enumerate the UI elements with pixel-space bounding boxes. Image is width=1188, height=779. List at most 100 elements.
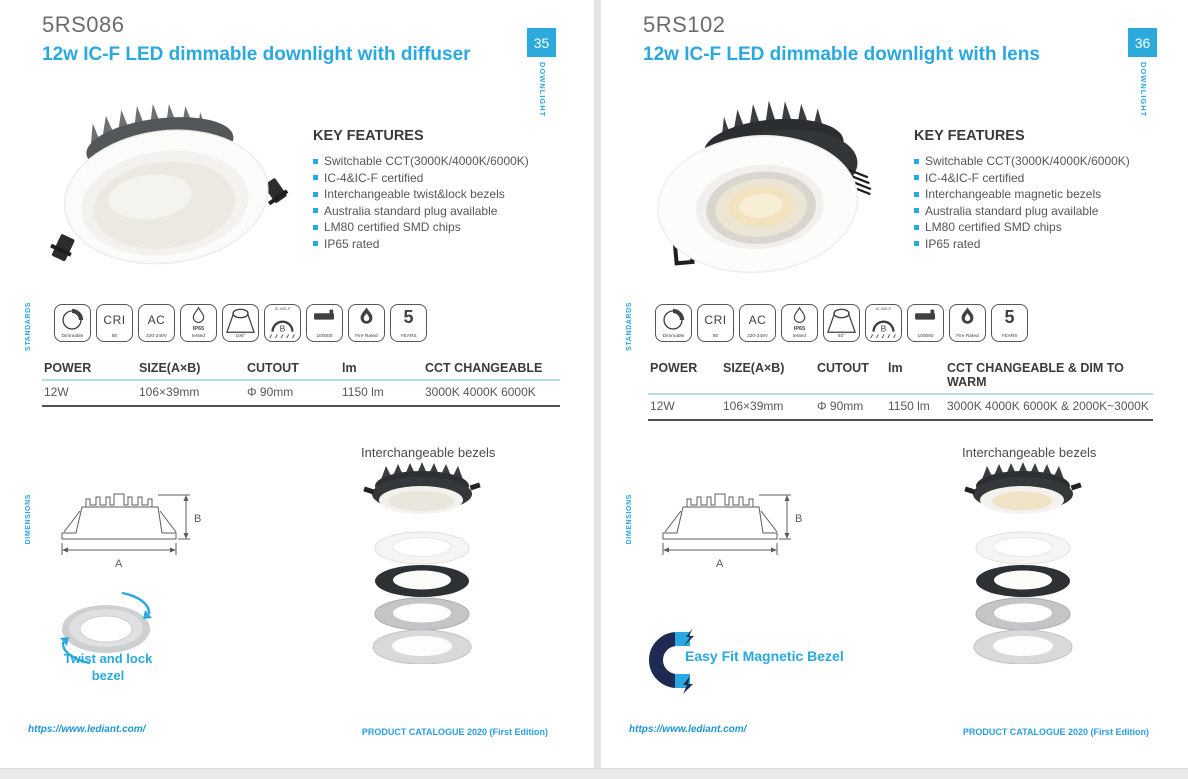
cri-icon: CRI 80 [96,304,133,342]
feature-item: Interchangeable magnetic bezels [914,186,1164,203]
ic-rated-icon: IC-4/IC-F B [865,304,902,342]
dim-b-label: B [194,513,201,525]
key-features: KEY FEATURES Switchable CCT(3000K/4000K/… [313,128,563,252]
feature-item: Switchable CCT(3000K/4000K/6000K) [313,153,563,170]
spec-cell: 3000K 4000K 6000K & 2000K~3000K [947,399,1149,413]
beam-angle-icon: 105° [222,304,259,342]
lifespan-icon: 100000 [306,304,343,342]
bullet-icon [914,208,919,213]
catalogue-page-left: 5RS086 12w IC-F LED dimmable downlight w… [0,0,594,766]
ip65-icon: IP65 tested [180,304,217,342]
spec-cell: 12W [650,399,675,413]
feature-text: Australia standard plug available [925,203,1099,218]
ic-rated-icon: IC-4/IC-F B [264,304,301,342]
fire-rated-icon: Fire Rated [949,304,986,342]
svg-text:B: B [280,324,286,334]
fire-rated-icon: Fire Rated [348,304,385,342]
bullet-icon [914,224,919,230]
feature-item: LM80 certified SMD chips [914,219,1164,236]
section-side-label: DOWNLIGHT [538,62,547,118]
spring-clip-left [50,234,75,262]
spec-header-cell: SIZE(A×B) [139,361,201,375]
feature-text: Switchable CCT(3000K/4000K/6000K) [324,154,529,168]
standards-icon-row: Dimmable CRI 80 AC 220-240V IP65 tested … [655,304,1028,342]
interchangeable-bezels-image [363,462,481,664]
ac-voltage-icon: AC 220-240V [138,304,175,342]
twist-lock-bezel-image [60,591,152,665]
spec-header-cell: SIZE(A×B) [723,361,785,375]
spec-header-cell: POWER [44,361,92,375]
spec-cell: 12W [44,385,69,399]
bullet-icon [914,175,919,180]
ac-voltage-icon: AC 220-240V [739,304,776,342]
product-photo-diffuser [50,103,289,265]
spec-cell: 3000K 4000K 6000K [425,385,536,399]
dim-a-label: A [115,558,123,570]
bullet-icon [914,158,919,164]
dimensions-label: DIMENSIONS [626,494,633,545]
dimension-drawing: B A [61,493,201,570]
spec-cell: 1150 lm [342,385,384,399]
footer-website-link[interactable]: https://www.lediant.com/ [28,724,146,735]
feature-text: Interchangeable magnetic bezels [925,187,1102,201]
spec-header-cell: CUTOUT [247,361,299,375]
product-model: 5RS086 [42,12,125,37]
dimmable-icon: Dimmable [655,304,692,342]
key-features-heading: KEY FEATURES [313,128,424,144]
bullet-icon [313,208,318,213]
feature-text: IP65 rated [324,236,380,251]
feature-item: IP65 rated [914,236,1164,253]
bullet-icon [313,158,318,164]
page-gutter [594,0,601,768]
product-title: 12w IC-F LED dimmable downlight with dif… [42,44,471,65]
lightning-bolt-icon [684,628,694,646]
feature-text: Australia standard plug available [324,203,498,218]
spec-cell: 106×39mm [723,399,784,413]
spec-header-cell: lm [342,361,357,375]
spec-header-cell: CUTOUT [817,361,869,375]
feature-item: Australia standard plug available [914,203,1164,220]
bullet-icon [914,191,919,197]
feature-text: IP65 rated [925,236,981,251]
standards-label: STANDARDS [626,302,633,351]
lightning-bolt-icon [683,676,693,694]
standards-label: STANDARDS [25,302,32,351]
bezels-caption: Interchangeable bezels [962,445,1097,460]
product-photo-lens [657,100,872,274]
dimensions-label: DIMENSIONS [25,494,32,545]
magnet-icon [649,628,694,694]
feature-item: Australia standard plug available [313,203,563,220]
page-bottom-edge [0,768,1188,779]
beam-angle-icon: 40° [823,304,860,342]
spec-header-cell: CCT CHANGEABLE & DIM TO WARM [947,361,1124,389]
twist-lock-note: Twist and lock bezel [63,651,153,683]
page-number-badge: 36 [1128,28,1157,57]
feature-item: IP65 rated [313,236,563,253]
spec-table: POWER SIZE(A×B) CUTOUT lm CCT CHANGEABLE… [42,359,560,407]
cri-icon: CRI 80 [697,304,734,342]
bullet-icon [313,241,318,246]
footer-edition: PRODUCT CATALOGUE 2020 (First Edition) [962,727,1149,737]
interchangeable-bezels-image [964,462,1082,664]
spec-table-row: 12W 106×39mm Φ 90mm 1150 lm 3000K 4000K … [648,395,1153,421]
footer-website-link[interactable]: https://www.lediant.com/ [629,724,747,735]
product-model: 5RS102 [643,12,726,37]
dim-a-label: A [716,558,724,570]
feature-item: LM80 certified SMD chips [313,219,563,236]
feature-text: LM80 certified SMD chips [324,220,461,234]
bezels-caption: Interchangeable bezels [361,445,496,460]
key-features-heading: KEY FEATURES [914,128,1025,144]
section-side-label: DOWNLIGHT [1139,62,1148,118]
dim-b-label: B [795,513,802,525]
feature-text: IC-4&IC-F certified [324,170,424,185]
feature-item: Interchangeable twist&lock bezels [313,186,563,203]
feature-item: Switchable CCT(3000K/4000K/6000K) [914,153,1164,170]
spring-clip-right [264,178,289,206]
spec-header-cell: CCT CHANGEABLE [425,361,543,375]
bullet-icon [313,224,318,230]
page-number-badge: 35 [527,28,556,57]
footer-edition: PRODUCT CATALOGUE 2020 (First Edition) [361,727,548,737]
spec-cell: Φ 90mm [247,385,294,399]
bullet-icon [313,191,318,197]
dimension-drawing: B A [662,493,802,570]
